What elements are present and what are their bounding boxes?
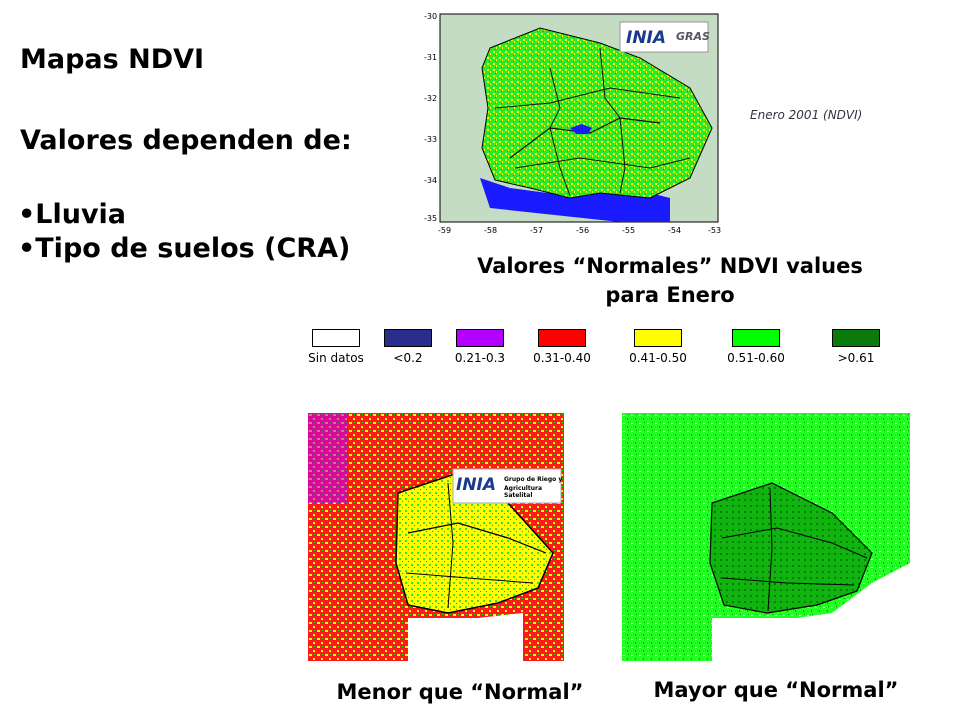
above-normal-map-svg xyxy=(622,413,910,661)
y-tick: -34 xyxy=(424,176,438,185)
legend-swatch xyxy=(732,329,780,347)
x-tick: -54 xyxy=(668,226,682,235)
above-normal-map xyxy=(622,413,910,661)
logo-text-line2: Agricultura Satelital xyxy=(504,485,542,499)
y-tick: -33 xyxy=(424,135,438,144)
legend-label: <0.2 xyxy=(393,351,423,365)
bullet-item: Tipo de suelos (CRA) xyxy=(18,232,350,266)
bullet-item: Lluvia xyxy=(18,198,350,232)
legend-swatch xyxy=(538,329,586,347)
bullet-list: Lluvia Tipo de suelos (CRA) xyxy=(18,198,350,266)
ndvi-legend: Sin datos <0.2 0.21-0.3 0.31-0.40 0.41-0… xyxy=(296,329,906,369)
legend-item-sin-datos: Sin datos xyxy=(296,329,376,365)
slide-title: Mapas NDVI xyxy=(20,44,205,75)
legend-item-0.31-0.40: 0.31-0.40 xyxy=(522,329,602,365)
x-tick: -58 xyxy=(484,226,498,235)
y-tick: -30 xyxy=(424,12,438,21)
legend-item-0.51-0.60: 0.51-0.60 xyxy=(716,329,796,365)
x-tick: -53 xyxy=(708,226,722,235)
x-tick: -59 xyxy=(438,226,452,235)
legend-label: 0.21-0.3 xyxy=(454,351,506,365)
top-map-caption-line2: para Enero xyxy=(605,283,735,307)
legend-swatch xyxy=(384,329,432,347)
x-tick: -55 xyxy=(622,226,636,235)
legend-swatch xyxy=(312,329,360,347)
top-map-svg xyxy=(439,13,719,223)
legend-label: Sin datos xyxy=(308,351,364,365)
legend-swatch xyxy=(832,329,880,347)
x-tick: -56 xyxy=(576,226,590,235)
legend-label: 0.41-0.50 xyxy=(629,351,687,365)
above-normal-caption: Mayor que “Normal” xyxy=(653,678,899,702)
legend-label: 0.31-0.40 xyxy=(533,351,591,365)
x-tick: -57 xyxy=(530,226,544,235)
y-tick: -31 xyxy=(424,53,438,62)
slide-subtitle: Valores dependen de: xyxy=(20,125,352,156)
top-ndvi-map: INIA GRAS -30 -31 -32 -33 -34 -35 -59 -5… xyxy=(420,8,730,240)
inia-logo: INIA xyxy=(456,475,497,495)
legend-label: >0.61 xyxy=(837,351,875,365)
map-date-label: Enero 2001 (NDVI) xyxy=(750,108,863,122)
gras-logo: GRAS xyxy=(676,30,710,43)
y-tick: -35 xyxy=(424,214,438,223)
legend-item-0.21-0.3: 0.21-0.3 xyxy=(440,329,520,365)
y-tick: -32 xyxy=(424,94,438,103)
top-map-caption-line1: Valores “Normales” NDVI values xyxy=(477,254,863,278)
legend-item-lt-0.2: <0.2 xyxy=(368,329,448,365)
logo-text-line1: Grupo de Riego y xyxy=(504,476,563,483)
below-normal-caption: Menor que “Normal” xyxy=(336,680,584,704)
legend-swatch xyxy=(634,329,682,347)
legend-item-0.41-0.50: 0.41-0.50 xyxy=(618,329,698,365)
legend-swatch xyxy=(456,329,504,347)
legend-label: 0.51-0.60 xyxy=(727,351,785,365)
below-normal-map: INIA Grupo de Riego y Agricultura Sateli… xyxy=(308,413,564,661)
inia-logo: INIA xyxy=(626,28,667,48)
legend-item-gt-0.61: >0.61 xyxy=(816,329,896,365)
below-normal-map-svg xyxy=(308,413,564,661)
